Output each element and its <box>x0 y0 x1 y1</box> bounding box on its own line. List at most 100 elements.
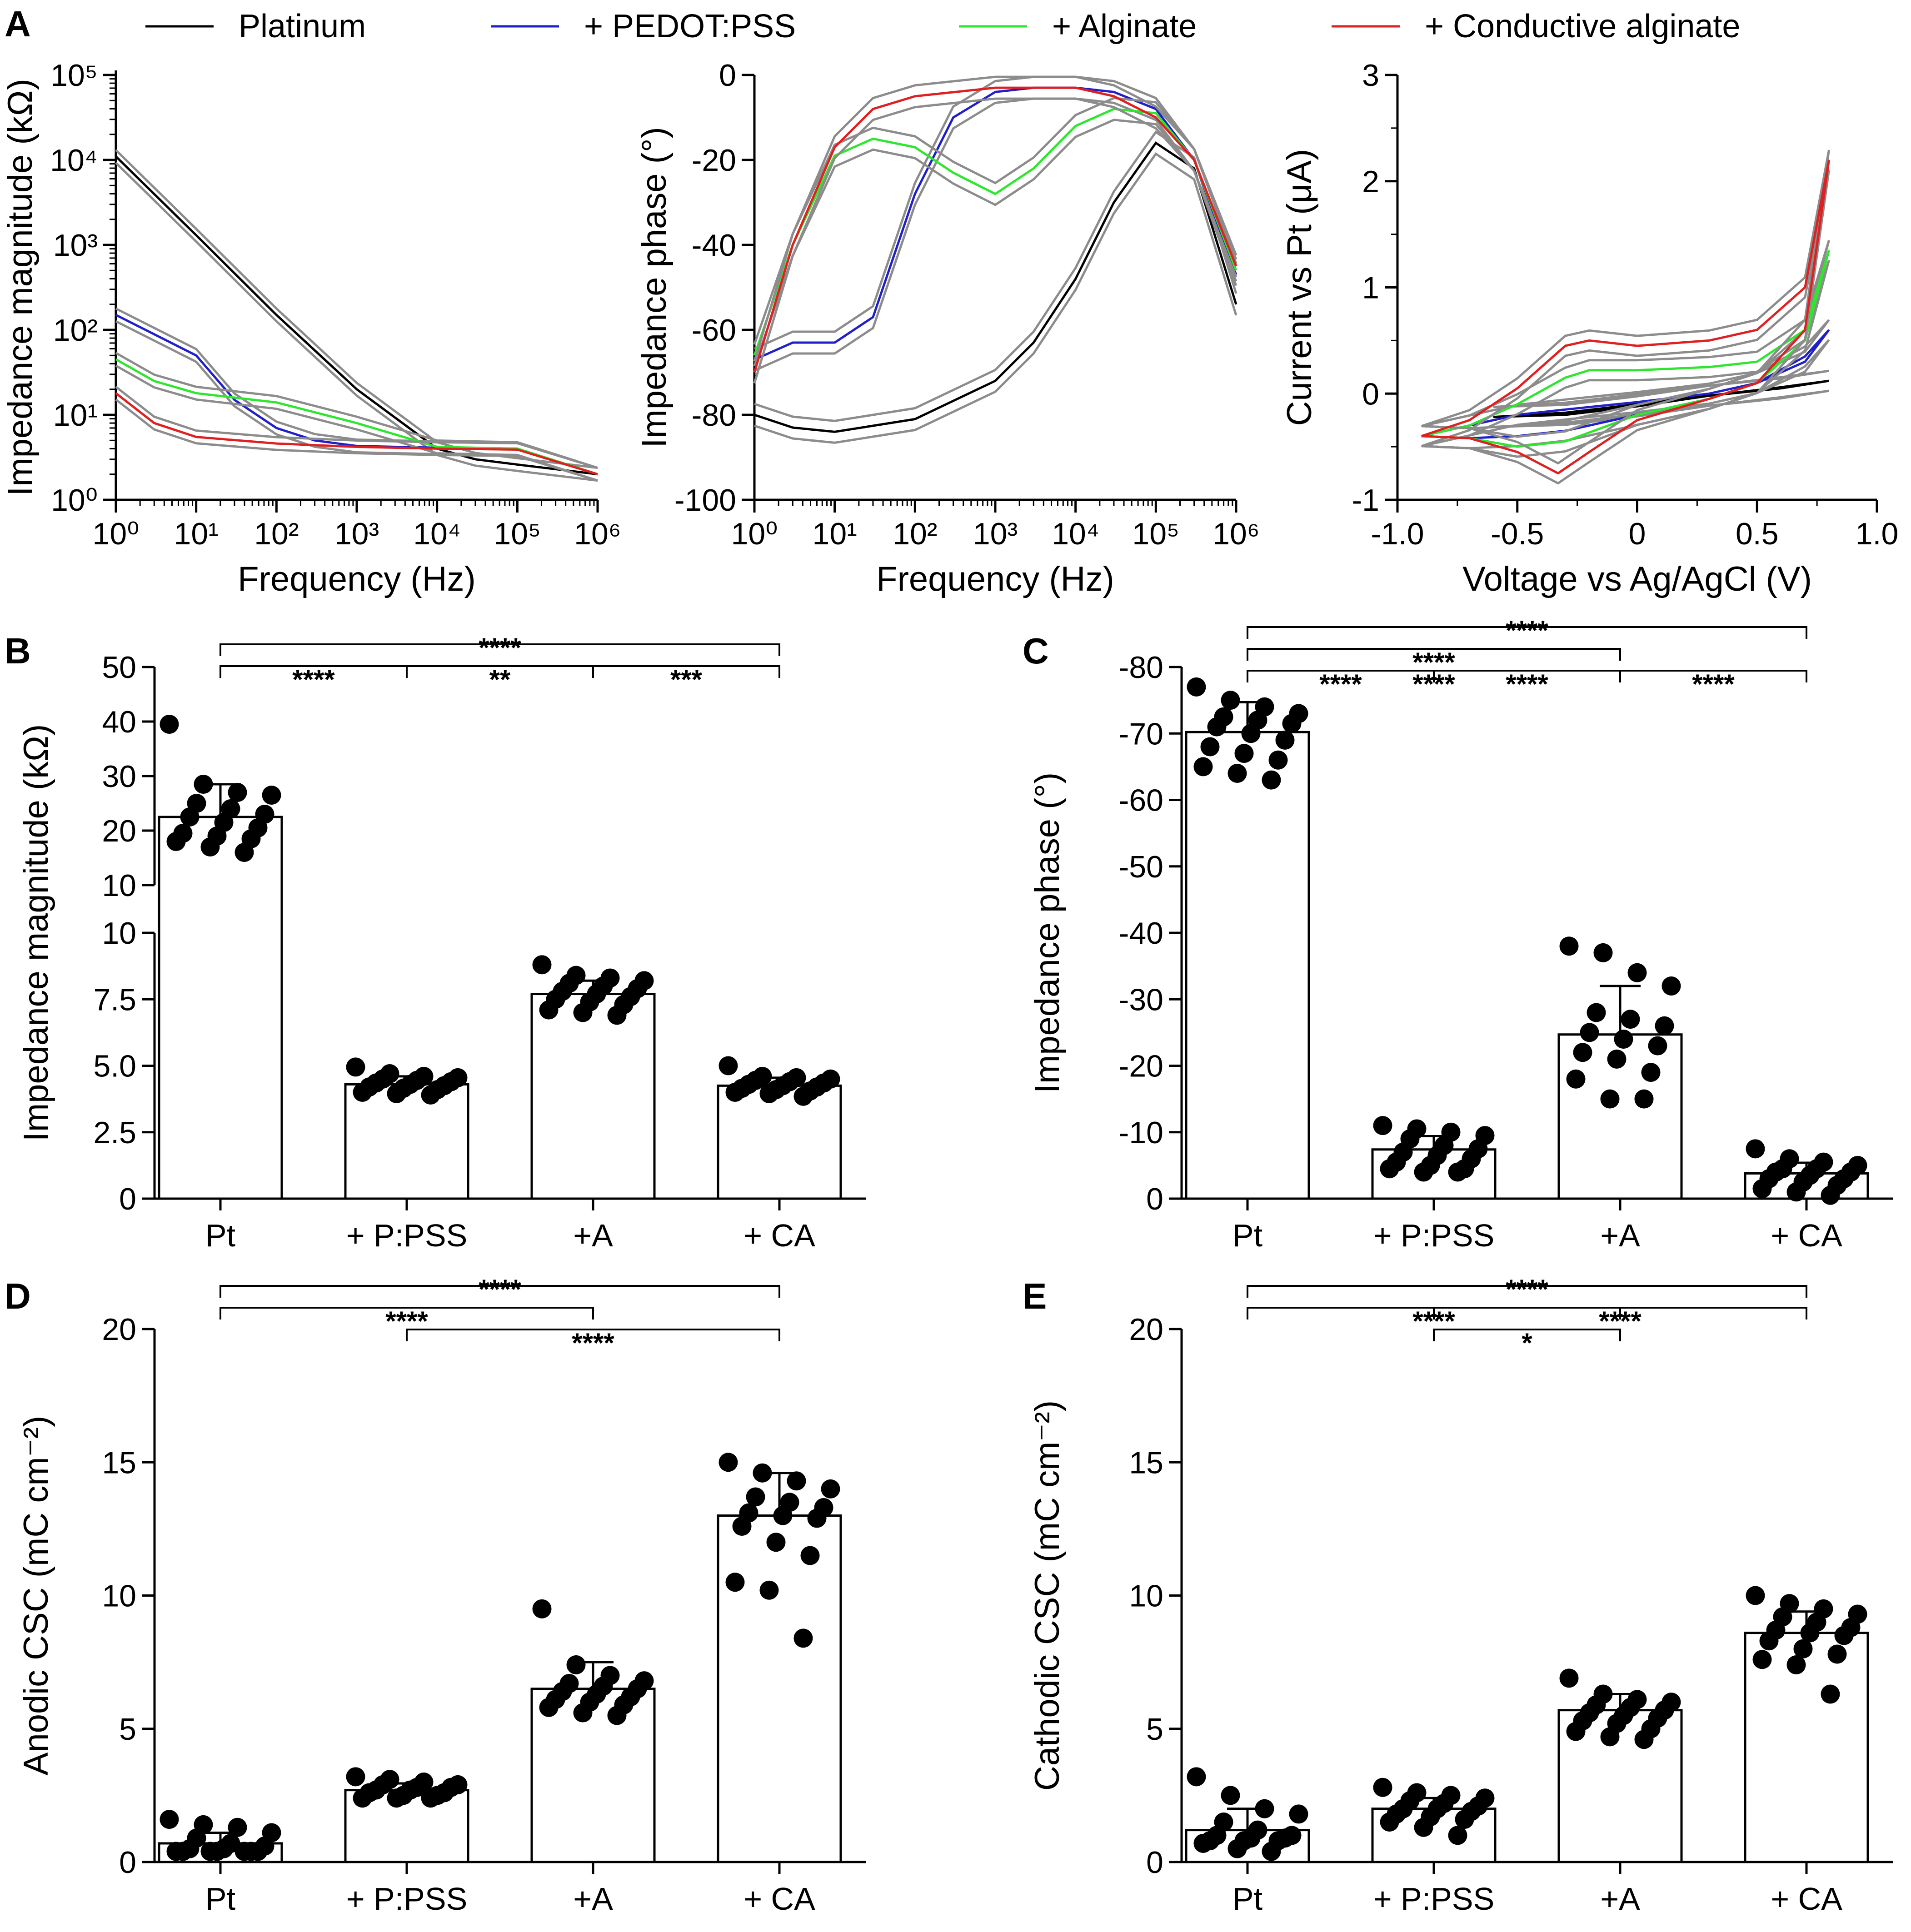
data-point <box>1221 1786 1240 1805</box>
x-tick-label-0: Pt <box>205 1881 235 1917</box>
x-tick-label: 10² <box>254 517 299 551</box>
data-point <box>1821 1684 1840 1704</box>
sd-band-upper <box>115 386 598 469</box>
data-point <box>1227 764 1247 783</box>
data-point <box>1793 1639 1813 1658</box>
significance-label-1: **** <box>292 664 335 695</box>
legend-label-2: + Alginate <box>1052 8 1197 45</box>
data-point <box>166 832 186 851</box>
significance-label-2: ** <box>489 664 511 695</box>
y-tick-label: -10 <box>1119 1115 1163 1150</box>
y-tick-label: 40 <box>102 705 136 739</box>
data-point <box>1580 1023 1599 1042</box>
data-point <box>1566 1722 1586 1741</box>
data-point <box>766 1533 786 1552</box>
y-tick-label: -60 <box>1119 783 1163 818</box>
data-point <box>1746 1139 1765 1159</box>
data-point <box>532 955 552 975</box>
bar-1 <box>344 1083 469 1200</box>
panel-letter-D: D <box>5 1276 31 1316</box>
significance-bracket-2 <box>1433 1307 1807 1320</box>
x-tick-label: 10⁶ <box>574 517 621 551</box>
significance-bracket-3 <box>1433 1329 1621 1341</box>
significance-bracket-0 <box>1247 1285 1807 1298</box>
data-point <box>1834 1626 1854 1645</box>
data-point <box>1634 1730 1654 1749</box>
panel-letter-B: B <box>5 631 31 671</box>
bar-0 <box>1185 731 1310 1200</box>
x-tick-label: 10⁶ <box>1212 517 1260 551</box>
series-line-0 <box>115 155 598 476</box>
sd-band-lower <box>753 119 1237 367</box>
data-point <box>1373 1116 1392 1135</box>
data-point <box>573 1703 593 1723</box>
y-tick-label: 15 <box>1129 1445 1163 1480</box>
data-point <box>1648 1036 1667 1056</box>
x-tick-label-3: + CA <box>743 1218 815 1253</box>
sd-band-upper <box>1421 149 1830 465</box>
data-point <box>1559 1668 1579 1688</box>
data-point <box>718 1453 738 1472</box>
bar-3 <box>1744 1632 1869 1863</box>
series-line-3 <box>1421 159 1830 475</box>
significance-label-4: **** <box>1506 669 1548 699</box>
sd-band-upper <box>1421 239 1830 438</box>
data-point <box>532 1599 552 1618</box>
x-tick-label: -0.5 <box>1491 517 1544 551</box>
sd-band-lower <box>1421 169 1830 485</box>
y-tick-label: 20 <box>102 814 136 848</box>
data-point <box>1800 1623 1820 1643</box>
data-point <box>1786 1655 1806 1674</box>
data-point <box>166 1842 186 1861</box>
x-tick-label: 10⁰ <box>731 517 778 551</box>
y-axis-label: Anodic CSC (mC cm⁻²) <box>17 1416 55 1776</box>
bar-3 <box>717 1084 842 1200</box>
x-tick-label-1: + P:PSS <box>346 1881 468 1917</box>
y-tick-label: 10⁴ <box>50 143 98 178</box>
sd-band-upper <box>115 149 598 469</box>
data-point <box>1227 1839 1247 1858</box>
data-point <box>1600 1089 1620 1109</box>
y-tick-label: 20 <box>102 1312 136 1347</box>
x-axis-label: Frequency (Hz) <box>876 560 1114 598</box>
panel-letter-E: E <box>1023 1276 1047 1316</box>
y-tick-label: -80 <box>1119 650 1163 685</box>
y-axis-label: Impedance magnitude (kΩ) <box>1 79 40 496</box>
y-tick-label: -20 <box>692 143 736 178</box>
y-tick-label: -30 <box>1119 982 1163 1017</box>
y-tick-label: 3 <box>1362 58 1379 93</box>
data-point <box>1187 677 1206 697</box>
chart-panel-C: 0 -10 -20 -30 -40 -50 -60 -70 -80 Impedance phase… <box>1028 615 1893 1253</box>
significance-bracket-0 <box>220 1285 780 1298</box>
y-tick-label: -60 <box>692 313 736 348</box>
data-point <box>1566 1069 1586 1089</box>
legend: Platinum + PEDOT:PSS + Alginate + Conductiv… <box>145 8 1740 45</box>
data-point <box>1241 724 1261 743</box>
data-point <box>346 1057 365 1077</box>
x-tick-label: 0 <box>1629 517 1646 551</box>
data-point <box>1455 1810 1474 1829</box>
y-tick-label: 15 <box>102 1445 136 1480</box>
bar-2 <box>530 1688 656 1863</box>
data-point <box>732 1517 752 1536</box>
data-point <box>753 1463 772 1483</box>
y-tick-label: 30 <box>102 759 136 794</box>
x-tick-label: 1.0 <box>1856 517 1899 551</box>
panel-letter-C: C <box>1023 631 1049 671</box>
y-tick-label: -40 <box>1119 916 1163 951</box>
significance-label-3: * <box>1522 1328 1532 1358</box>
data-point <box>194 775 213 794</box>
y-tick-label: 0 <box>1146 1182 1163 1216</box>
y-tick-label: 10¹ <box>53 398 98 433</box>
chart-impedance-magnitude: 10⁰ 10¹ 10² 10³ 10⁴ 10⁵ 10⁶ 10⁰ 10¹ 10² 10³ 10⁴ 10⁵ F… <box>1 58 621 598</box>
x-tick-label-0: Pt <box>1232 1218 1262 1253</box>
significance-label-0: **** <box>479 1274 521 1305</box>
data-point <box>607 1706 627 1725</box>
data-point <box>746 1487 765 1507</box>
significance-bracket-3 <box>592 665 780 678</box>
data-point <box>607 1006 627 1025</box>
data-point <box>1262 770 1281 790</box>
x-tick-label-3: + CA <box>743 1881 815 1917</box>
bar-2 <box>530 993 656 1200</box>
data-point <box>821 1479 840 1499</box>
